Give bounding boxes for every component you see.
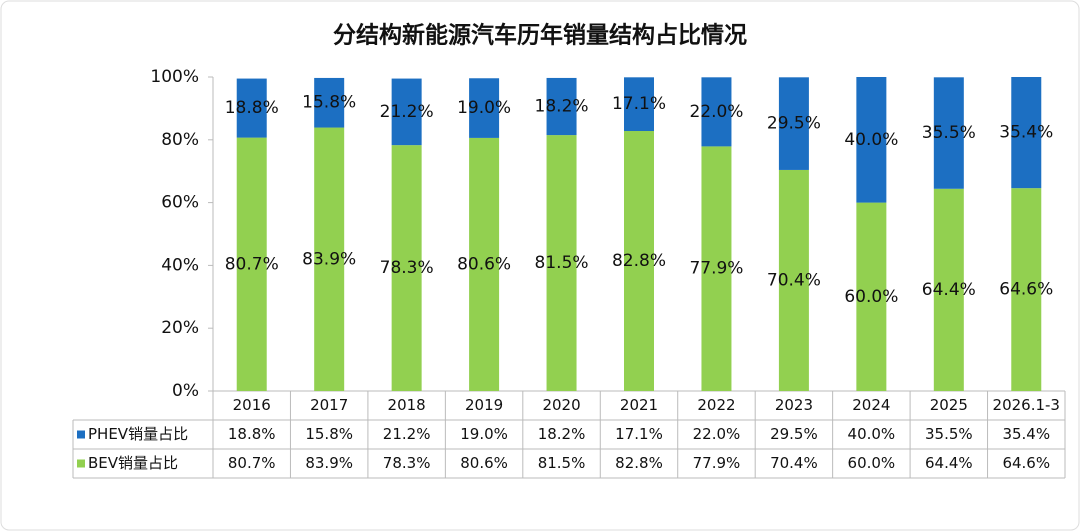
bar-segment [778, 169, 809, 391]
x-tick-label: 2025 [930, 396, 968, 414]
x-tick-label: 2016 [233, 396, 271, 414]
bar-segment [933, 77, 964, 189]
table-cell: 40.0% [848, 425, 896, 443]
bar-segment [546, 135, 577, 391]
x-tick-label: 2022 [697, 396, 735, 414]
table-cell: 18.8% [228, 425, 276, 443]
x-tick-label: 2024 [852, 396, 890, 414]
data-label: 60.0% [844, 287, 898, 307]
data-label: 40.0% [844, 130, 898, 150]
y-tick-label: 20% [161, 318, 199, 338]
data-label: 83.9% [302, 249, 356, 269]
data-label: 29.5% [767, 114, 821, 134]
data-label: 77.9% [689, 259, 743, 279]
table-cell: 81.5% [538, 454, 586, 472]
data-label: 78.3% [380, 258, 434, 278]
legend-swatch [77, 430, 85, 439]
data-label: 18.2% [535, 97, 589, 117]
chart-title: 分结构新能源汽车历年销量结构占比情况 [333, 22, 747, 49]
table-cell: 22.0% [693, 425, 741, 443]
bar-segment [933, 188, 964, 391]
table-cell: 78.3% [383, 454, 431, 472]
y-tick-label: 100% [150, 67, 199, 87]
bar-segment [1011, 77, 1042, 189]
y-tick-label: 40% [161, 255, 199, 275]
x-tick-label: 2021 [620, 396, 658, 414]
bar-segment [236, 137, 267, 391]
table-cell: 15.8% [305, 425, 353, 443]
table-cell: 18.2% [538, 425, 586, 443]
x-tick-label: 2017 [310, 396, 348, 414]
x-tick-label: 2023 [775, 396, 813, 414]
y-tick-label: 60% [161, 193, 199, 213]
data-label: 35.4% [999, 123, 1053, 143]
bar-segment [624, 77, 654, 132]
table-cell: 17.1% [615, 425, 663, 443]
data-label: 17.1% [612, 94, 666, 114]
data-label: 19.0% [457, 98, 511, 118]
y-tick-label: 80% [161, 130, 199, 150]
table-cell: 35.4% [1002, 425, 1050, 443]
table-cell: 64.6% [1002, 454, 1050, 472]
x-tick-label: 2020 [542, 396, 580, 414]
bar-segment [236, 78, 267, 138]
data-label: 80.6% [457, 254, 511, 274]
x-tick-label: 2018 [388, 396, 426, 414]
bar-segment [1011, 188, 1042, 391]
data-label: 82.8% [612, 251, 666, 271]
bar-segment [624, 131, 654, 391]
data-label: 81.5% [535, 253, 589, 273]
table-cell: 64.4% [925, 454, 973, 472]
bar-segment [856, 202, 887, 391]
bar-segment [778, 77, 809, 170]
table-cell: 70.4% [770, 454, 818, 472]
data-label: 35.5% [922, 123, 976, 143]
data-label: 80.7% [225, 254, 279, 274]
bar-segment [856, 77, 887, 203]
data-label: 64.4% [922, 280, 976, 300]
bar-segment [314, 127, 345, 391]
table-cell: 60.0% [848, 454, 896, 472]
data-label: 22.0% [689, 102, 743, 122]
legend-label: PHEV销量占比 [88, 425, 188, 443]
table-cell: 77.9% [693, 454, 741, 472]
table-cell: 82.8% [615, 454, 663, 472]
bar-segment [546, 77, 577, 136]
bar-segment [469, 78, 500, 138]
table-cell: 21.2% [383, 425, 431, 443]
x-tick-label: 2026.1-3 [993, 396, 1060, 414]
table-cell: 35.5% [925, 425, 973, 443]
legend-label: BEV销量占比 [88, 454, 178, 472]
x-tick-label: 2019 [465, 396, 503, 414]
bar-segment [391, 78, 422, 146]
table-cell: 83.9% [305, 454, 353, 472]
table-cell: 80.7% [228, 454, 276, 472]
y-tick-label: 0% [172, 381, 199, 401]
data-label: 64.6% [999, 280, 1053, 300]
bar-segment [391, 145, 422, 391]
data-label: 21.2% [380, 102, 434, 122]
bar-segment [701, 77, 732, 147]
bar-segment [469, 137, 500, 391]
table-cell: 80.6% [460, 454, 508, 472]
table-cell: 29.5% [770, 425, 818, 443]
data-label: 15.8% [302, 93, 356, 113]
data-label: 70.4% [767, 270, 821, 290]
legend-swatch [77, 459, 85, 468]
bar-segment [314, 77, 345, 128]
bar-segment [701, 146, 732, 391]
table-cell: 19.0% [460, 425, 508, 443]
data-label: 18.8% [225, 98, 279, 118]
